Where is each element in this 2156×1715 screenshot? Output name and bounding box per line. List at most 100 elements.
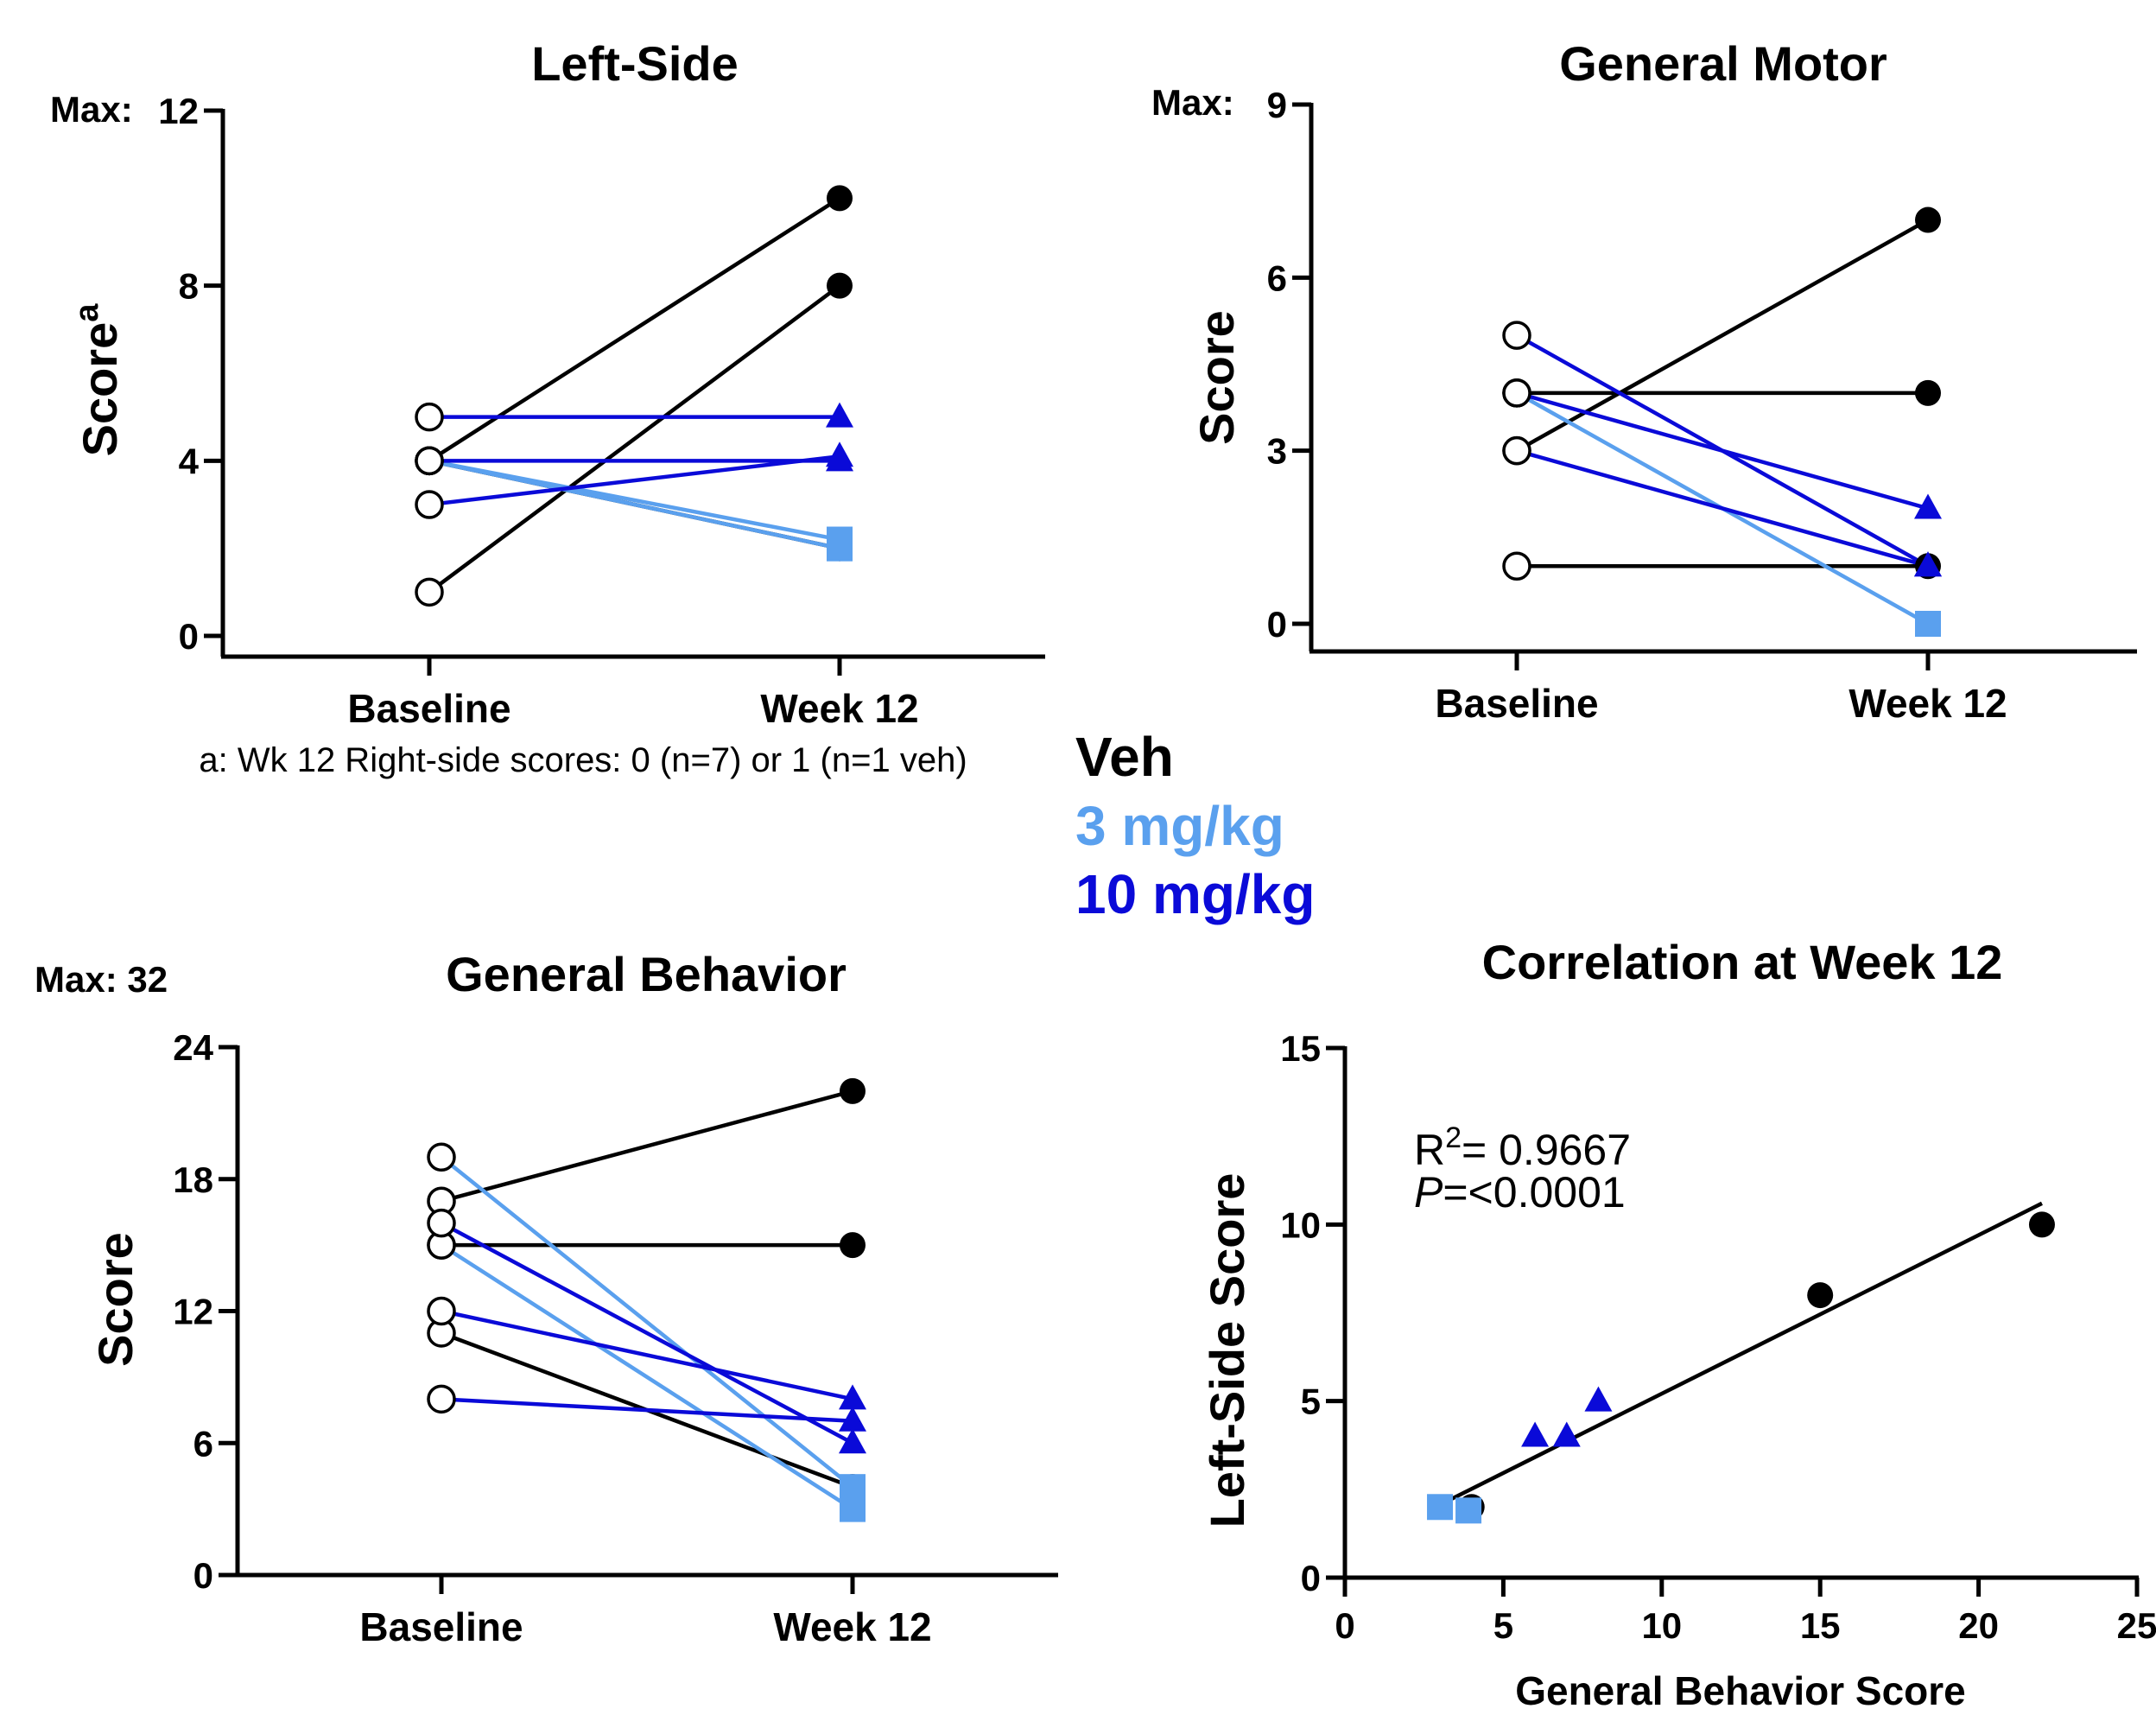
left_side-baseline-point xyxy=(415,577,444,607)
legend: Veh 3 mg/kg 10 mg/kg xyxy=(1075,726,1315,925)
left_side-week12-point-veh xyxy=(827,185,853,212)
general_behavior-week12-point-veh xyxy=(840,1232,866,1259)
general_behavior-series-line-low xyxy=(440,1243,854,1511)
left_side-baseline-point xyxy=(415,490,444,519)
general_motor-y-tick-label: 9 xyxy=(1267,85,1287,125)
left_side-y-tick-label: 12 xyxy=(158,91,199,131)
left-side-max-label: Max: xyxy=(50,89,133,130)
general-behavior-max-label: Max: 32 xyxy=(35,959,168,1000)
r-squared-annotation: R2= 0.9667 xyxy=(1414,1121,1631,1174)
general_behavior-baseline-point xyxy=(427,1142,456,1172)
general-motor-panel: General Motor Max: Score 0 3 6 9 Baseline Wee… xyxy=(1151,36,2137,726)
general_behavior-y-tick-label: 12 xyxy=(173,1292,213,1332)
left_side-series-line-veh xyxy=(428,283,841,594)
general-motor-y-axis-label: Score xyxy=(1189,310,1244,445)
correlation-x-tick-label: 10 xyxy=(1641,1605,1682,1646)
correlation-panel: Correlation at Week 12 Left-Side Score G… xyxy=(1200,935,2156,1713)
correlation-x-tick-label: 25 xyxy=(2117,1605,2156,1646)
correlation-y-tick-label: 10 xyxy=(1280,1204,1321,1245)
correlation-point-high xyxy=(1584,1386,1613,1412)
general_motor-baseline-point xyxy=(1502,551,1531,581)
p-value-annotation: P=<0.0001 xyxy=(1414,1168,1626,1216)
general_behavior-week12-point-low xyxy=(840,1474,866,1501)
general_motor-series-line-veh xyxy=(1515,218,1930,453)
general_motor-week12-point-low xyxy=(1915,611,1941,637)
general_behavior-y-tick-label: 6 xyxy=(193,1423,213,1464)
general_motor-x-tick-label: Baseline xyxy=(1435,681,1598,726)
general_motor-week12-point-high xyxy=(1914,493,1942,519)
general_behavior-baseline-point xyxy=(427,1296,456,1326)
left_side-week12-point-low xyxy=(827,526,853,553)
correlation-point-veh xyxy=(2028,1211,2055,1238)
general_motor-week12-point-high xyxy=(1914,551,1942,577)
correlation-point-high xyxy=(1521,1421,1550,1447)
left_side-baseline-point xyxy=(415,402,444,432)
correlation-point-low xyxy=(1427,1494,1454,1521)
left-side-panel: Left-Side Max: Scorea 0 4 8 12 Baseline Week … xyxy=(50,36,1045,779)
general_behavior-series-line-veh xyxy=(441,1089,853,1204)
correlation-x-tick-label: 5 xyxy=(1493,1605,1513,1646)
left_side-series-line-low xyxy=(428,459,840,542)
regression-line xyxy=(1449,1201,2043,1502)
left_side-y-tick-label: 0 xyxy=(179,616,199,657)
r-squared-value: = 0.9667 xyxy=(1462,1126,1631,1174)
left_side-x-tick-label: Week 12 xyxy=(760,686,918,731)
general_motor-baseline-point xyxy=(1502,435,1531,466)
general-behavior-y-axis-label: Score xyxy=(88,1232,143,1367)
left_side-week12-point-veh xyxy=(827,272,853,299)
correlation-point-high xyxy=(1552,1421,1581,1447)
general_behavior-series-line-high xyxy=(441,1397,853,1424)
left-side-y-label-superscript: a xyxy=(69,303,105,322)
correlation-y-tick-label: 0 xyxy=(1301,1558,1321,1598)
general_motor-series-line-high xyxy=(1516,448,1929,568)
general_behavior-week12-point-high xyxy=(839,1428,866,1454)
left_side-week12-point-high xyxy=(826,402,853,428)
correlation-y-axis-label: Left-Side Score xyxy=(1200,1173,1254,1528)
r-squared-superscript: 2 xyxy=(1445,1121,1462,1154)
general_behavior-week12-point-veh xyxy=(840,1077,866,1104)
general_motor-y-tick-label: 0 xyxy=(1267,604,1287,645)
general_motor-x-tick-label: Week 12 xyxy=(1848,681,2007,726)
legend-label-10mgkg: 10 mg/kg xyxy=(1075,863,1315,925)
general_motor-y-tick-label: 6 xyxy=(1267,257,1287,298)
left_side-baseline-point xyxy=(415,446,444,476)
correlation-title: Correlation at Week 12 xyxy=(1482,935,2003,989)
general_motor-baseline-point xyxy=(1502,378,1531,408)
general_behavior-week12-point-high xyxy=(839,1406,866,1432)
general_behavior-week12-point-high xyxy=(839,1384,866,1410)
left-side-footnote: a: Wk 12 Right-side scores: 0 (n=7) or 1… xyxy=(199,741,967,779)
left_side-x-tick-label: Baseline xyxy=(347,686,510,731)
general_behavior-week12-point-low xyxy=(840,1496,866,1522)
general_motor-week12-point-veh xyxy=(1915,379,1941,406)
general-behavior-title: General Behavior xyxy=(446,947,847,1001)
general_behavior-y-tick-label: 18 xyxy=(173,1159,213,1200)
p-value-symbol: P xyxy=(1414,1168,1443,1216)
general_behavior-x-tick-label: Week 12 xyxy=(773,1604,931,1649)
general_behavior-baseline-point xyxy=(427,1208,456,1238)
correlation-point-low xyxy=(1455,1497,1482,1524)
legend-label-3mgkg: 3 mg/kg xyxy=(1075,795,1284,857)
correlation-y-tick-label: 15 xyxy=(1280,1028,1321,1069)
left-side-title: Left-Side xyxy=(531,36,739,91)
left_side-y-tick-label: 4 xyxy=(179,441,200,481)
general_behavior-x-tick-label: Baseline xyxy=(359,1604,523,1649)
general_behavior-y-tick-label: 24 xyxy=(173,1027,213,1068)
general-motor-title: General Motor xyxy=(1559,36,1887,91)
correlation-y-tick-label: 5 xyxy=(1301,1382,1321,1422)
left_side-y-tick-label: 8 xyxy=(179,266,199,307)
left_side-week12-point-high xyxy=(826,441,853,467)
left-side-y-axis-label: Scorea xyxy=(69,303,127,457)
general_behavior-baseline-point xyxy=(427,1384,456,1414)
p-value-value: =<0.0001 xyxy=(1443,1168,1625,1216)
general_motor-baseline-point xyxy=(1502,321,1531,350)
general_behavior-y-tick-label: 0 xyxy=(193,1555,213,1596)
general_behavior-series-line-high xyxy=(441,1309,853,1401)
left_side-series-line-high xyxy=(428,454,840,507)
general_motor-week12-point-veh xyxy=(1915,206,1941,233)
general-motor-max-label: Max: xyxy=(1151,82,1234,123)
correlation-x-axis-label: General Behavior Score xyxy=(1515,1668,1966,1713)
correlation-point-veh xyxy=(1807,1282,1834,1309)
correlation-x-tick-label: 15 xyxy=(1800,1605,1841,1646)
general_motor-series-line-high xyxy=(1516,391,1929,511)
